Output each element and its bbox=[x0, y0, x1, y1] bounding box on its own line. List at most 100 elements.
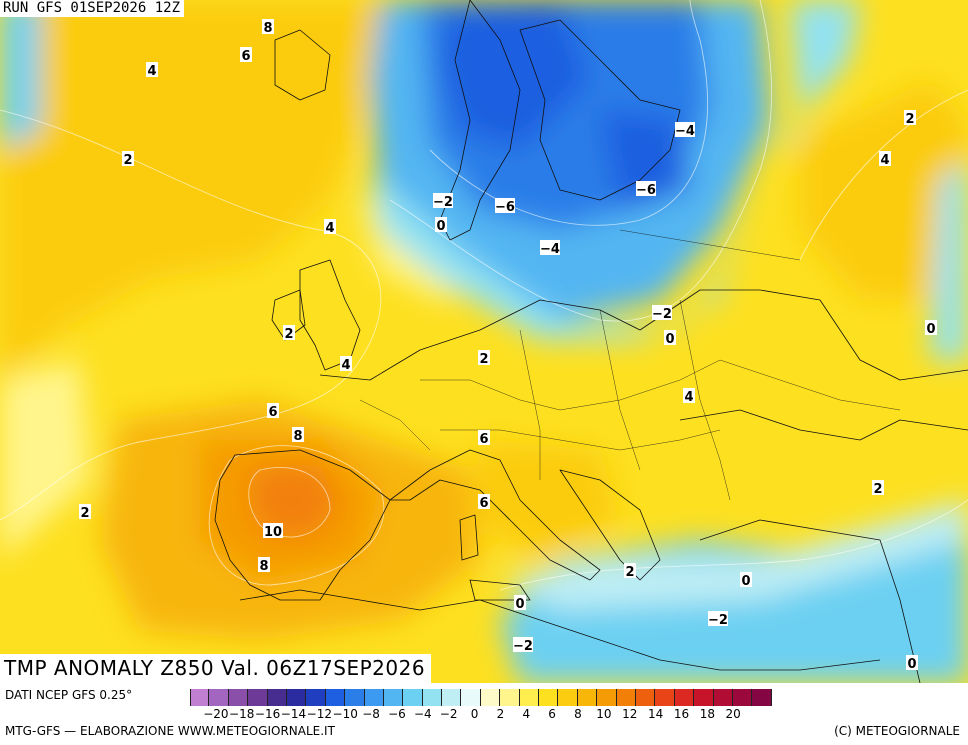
contour-label: 0 bbox=[436, 219, 445, 234]
coastline bbox=[679, 409, 968, 441]
contour-label: −2 bbox=[433, 195, 453, 210]
contour-label-bg bbox=[240, 47, 252, 62]
contour-label: 6 bbox=[268, 405, 277, 420]
field-cool-nw bbox=[0, 0, 40, 150]
contour-label: 8 bbox=[259, 559, 268, 574]
contour-label: −4 bbox=[675, 124, 695, 139]
legend-tick-label: −18 bbox=[229, 707, 255, 721]
contour-label-bg bbox=[540, 240, 560, 255]
credit-left: MTG-GFS — ELABORAZIONE WWW.METEOGIORNALE… bbox=[5, 724, 335, 738]
legend-tick-label: 14 bbox=[647, 707, 664, 721]
contour-label-bg bbox=[872, 480, 884, 495]
border-line bbox=[679, 299, 731, 501]
contour-label: 8 bbox=[293, 429, 302, 444]
contour-label: 2 bbox=[873, 482, 882, 497]
contour-label: 4 bbox=[147, 64, 156, 79]
contour-label-bg bbox=[478, 430, 490, 445]
legend-swatch bbox=[539, 689, 559, 706]
data-source-label: DATI NCEP GFS 0.25° bbox=[5, 688, 133, 702]
field-cool-fringe bbox=[370, 0, 860, 340]
legend-swatch bbox=[752, 689, 772, 706]
border-line bbox=[619, 229, 801, 261]
border-line bbox=[519, 329, 541, 480]
legend-tick-label: −2 bbox=[439, 707, 458, 721]
legend-swatch bbox=[674, 689, 695, 706]
field-cool-emed-fringe bbox=[500, 500, 968, 610]
legend-swatch bbox=[577, 689, 598, 706]
contour-label: 0 bbox=[926, 322, 935, 337]
legend-tick-label: −20 bbox=[203, 707, 229, 721]
coastline bbox=[214, 449, 391, 601]
contour-label-bg bbox=[79, 504, 91, 519]
contour-label: 4 bbox=[325, 221, 334, 236]
field-warm-atlantic bbox=[0, 0, 380, 380]
contour-label: 4 bbox=[684, 390, 693, 405]
contour-label: 2 bbox=[479, 352, 488, 367]
legend-tick-label: −6 bbox=[388, 707, 406, 721]
legend-swatch bbox=[306, 689, 326, 706]
border-line bbox=[599, 309, 641, 471]
contour-label-bg bbox=[904, 110, 916, 125]
coastline bbox=[459, 514, 479, 561]
legend-swatch bbox=[713, 689, 733, 706]
contour-label: 2 bbox=[123, 153, 132, 168]
legend-swatch bbox=[732, 689, 753, 706]
contour-label-bg bbox=[146, 62, 158, 77]
legend-swatch bbox=[655, 689, 675, 706]
contour-label-bg bbox=[122, 151, 134, 166]
contour-label-bg bbox=[478, 350, 490, 365]
legend-swatch bbox=[345, 689, 365, 706]
legend-tick-label: 12 bbox=[622, 707, 638, 721]
contour-label-bg bbox=[267, 403, 279, 418]
contour-line bbox=[499, 499, 968, 591]
contour-label: 2 bbox=[905, 112, 914, 127]
legend-swatch bbox=[616, 689, 636, 706]
contour-line bbox=[0, 109, 382, 521]
legend-swatch bbox=[461, 689, 481, 706]
contour-label: 4 bbox=[880, 153, 889, 168]
field-hot-core bbox=[250, 465, 340, 540]
contour-line bbox=[208, 445, 385, 586]
legend-tick-label: −4 bbox=[413, 707, 432, 721]
legend-tick-label: −8 bbox=[362, 707, 380, 721]
contour-label: −4 bbox=[540, 242, 560, 257]
coastline bbox=[319, 289, 968, 381]
contour-label: 6 bbox=[479, 432, 488, 447]
contour-label: 4 bbox=[341, 358, 350, 373]
contour-label-bg bbox=[624, 563, 636, 578]
field-warm-east bbox=[800, 80, 968, 300]
border-line bbox=[359, 399, 431, 451]
legend-swatch bbox=[519, 689, 540, 706]
coastline bbox=[274, 29, 331, 101]
contour-label: 2 bbox=[284, 327, 293, 342]
contour-label-bg bbox=[283, 325, 295, 340]
contour-label: −2 bbox=[513, 639, 533, 654]
legend-ticks: −20 −18 −16 −14 −12 −10 −8 −6 −4 −2 0 2 4 6 8 10 12 14 16 1… bbox=[190, 707, 966, 721]
legend-swatch bbox=[694, 689, 714, 706]
contour-label-bg bbox=[664, 330, 676, 345]
field-cold-baltic bbox=[600, 110, 690, 210]
field-cold-core bbox=[440, 0, 590, 150]
contour-label-bg bbox=[708, 611, 728, 626]
legend-swatch bbox=[267, 689, 287, 706]
legend-tick-label: 18 bbox=[699, 707, 715, 721]
legend-tick-label: −12 bbox=[306, 707, 332, 721]
border-line bbox=[779, 379, 901, 411]
contour-label-bg bbox=[675, 122, 695, 137]
legend-tick-label: 2 bbox=[496, 707, 505, 721]
contour-label-bg bbox=[925, 320, 937, 335]
legend-swatch bbox=[597, 689, 617, 706]
legend-swatch bbox=[480, 689, 501, 706]
legend-swatch bbox=[286, 689, 307, 706]
contour-label-bg bbox=[433, 193, 453, 208]
color-legend bbox=[190, 689, 772, 706]
coastline bbox=[389, 449, 601, 581]
legend-tick-label: 4 bbox=[522, 707, 531, 721]
coastline bbox=[469, 579, 531, 601]
contour-label-bg bbox=[263, 523, 283, 538]
contour-label: 8 bbox=[263, 21, 272, 36]
legend-swatch bbox=[403, 689, 423, 706]
contour-label-bg bbox=[435, 217, 447, 232]
contour-label-bg bbox=[262, 19, 274, 34]
run-label: RUN GFS 01SEP2026 12Z bbox=[0, 0, 185, 17]
